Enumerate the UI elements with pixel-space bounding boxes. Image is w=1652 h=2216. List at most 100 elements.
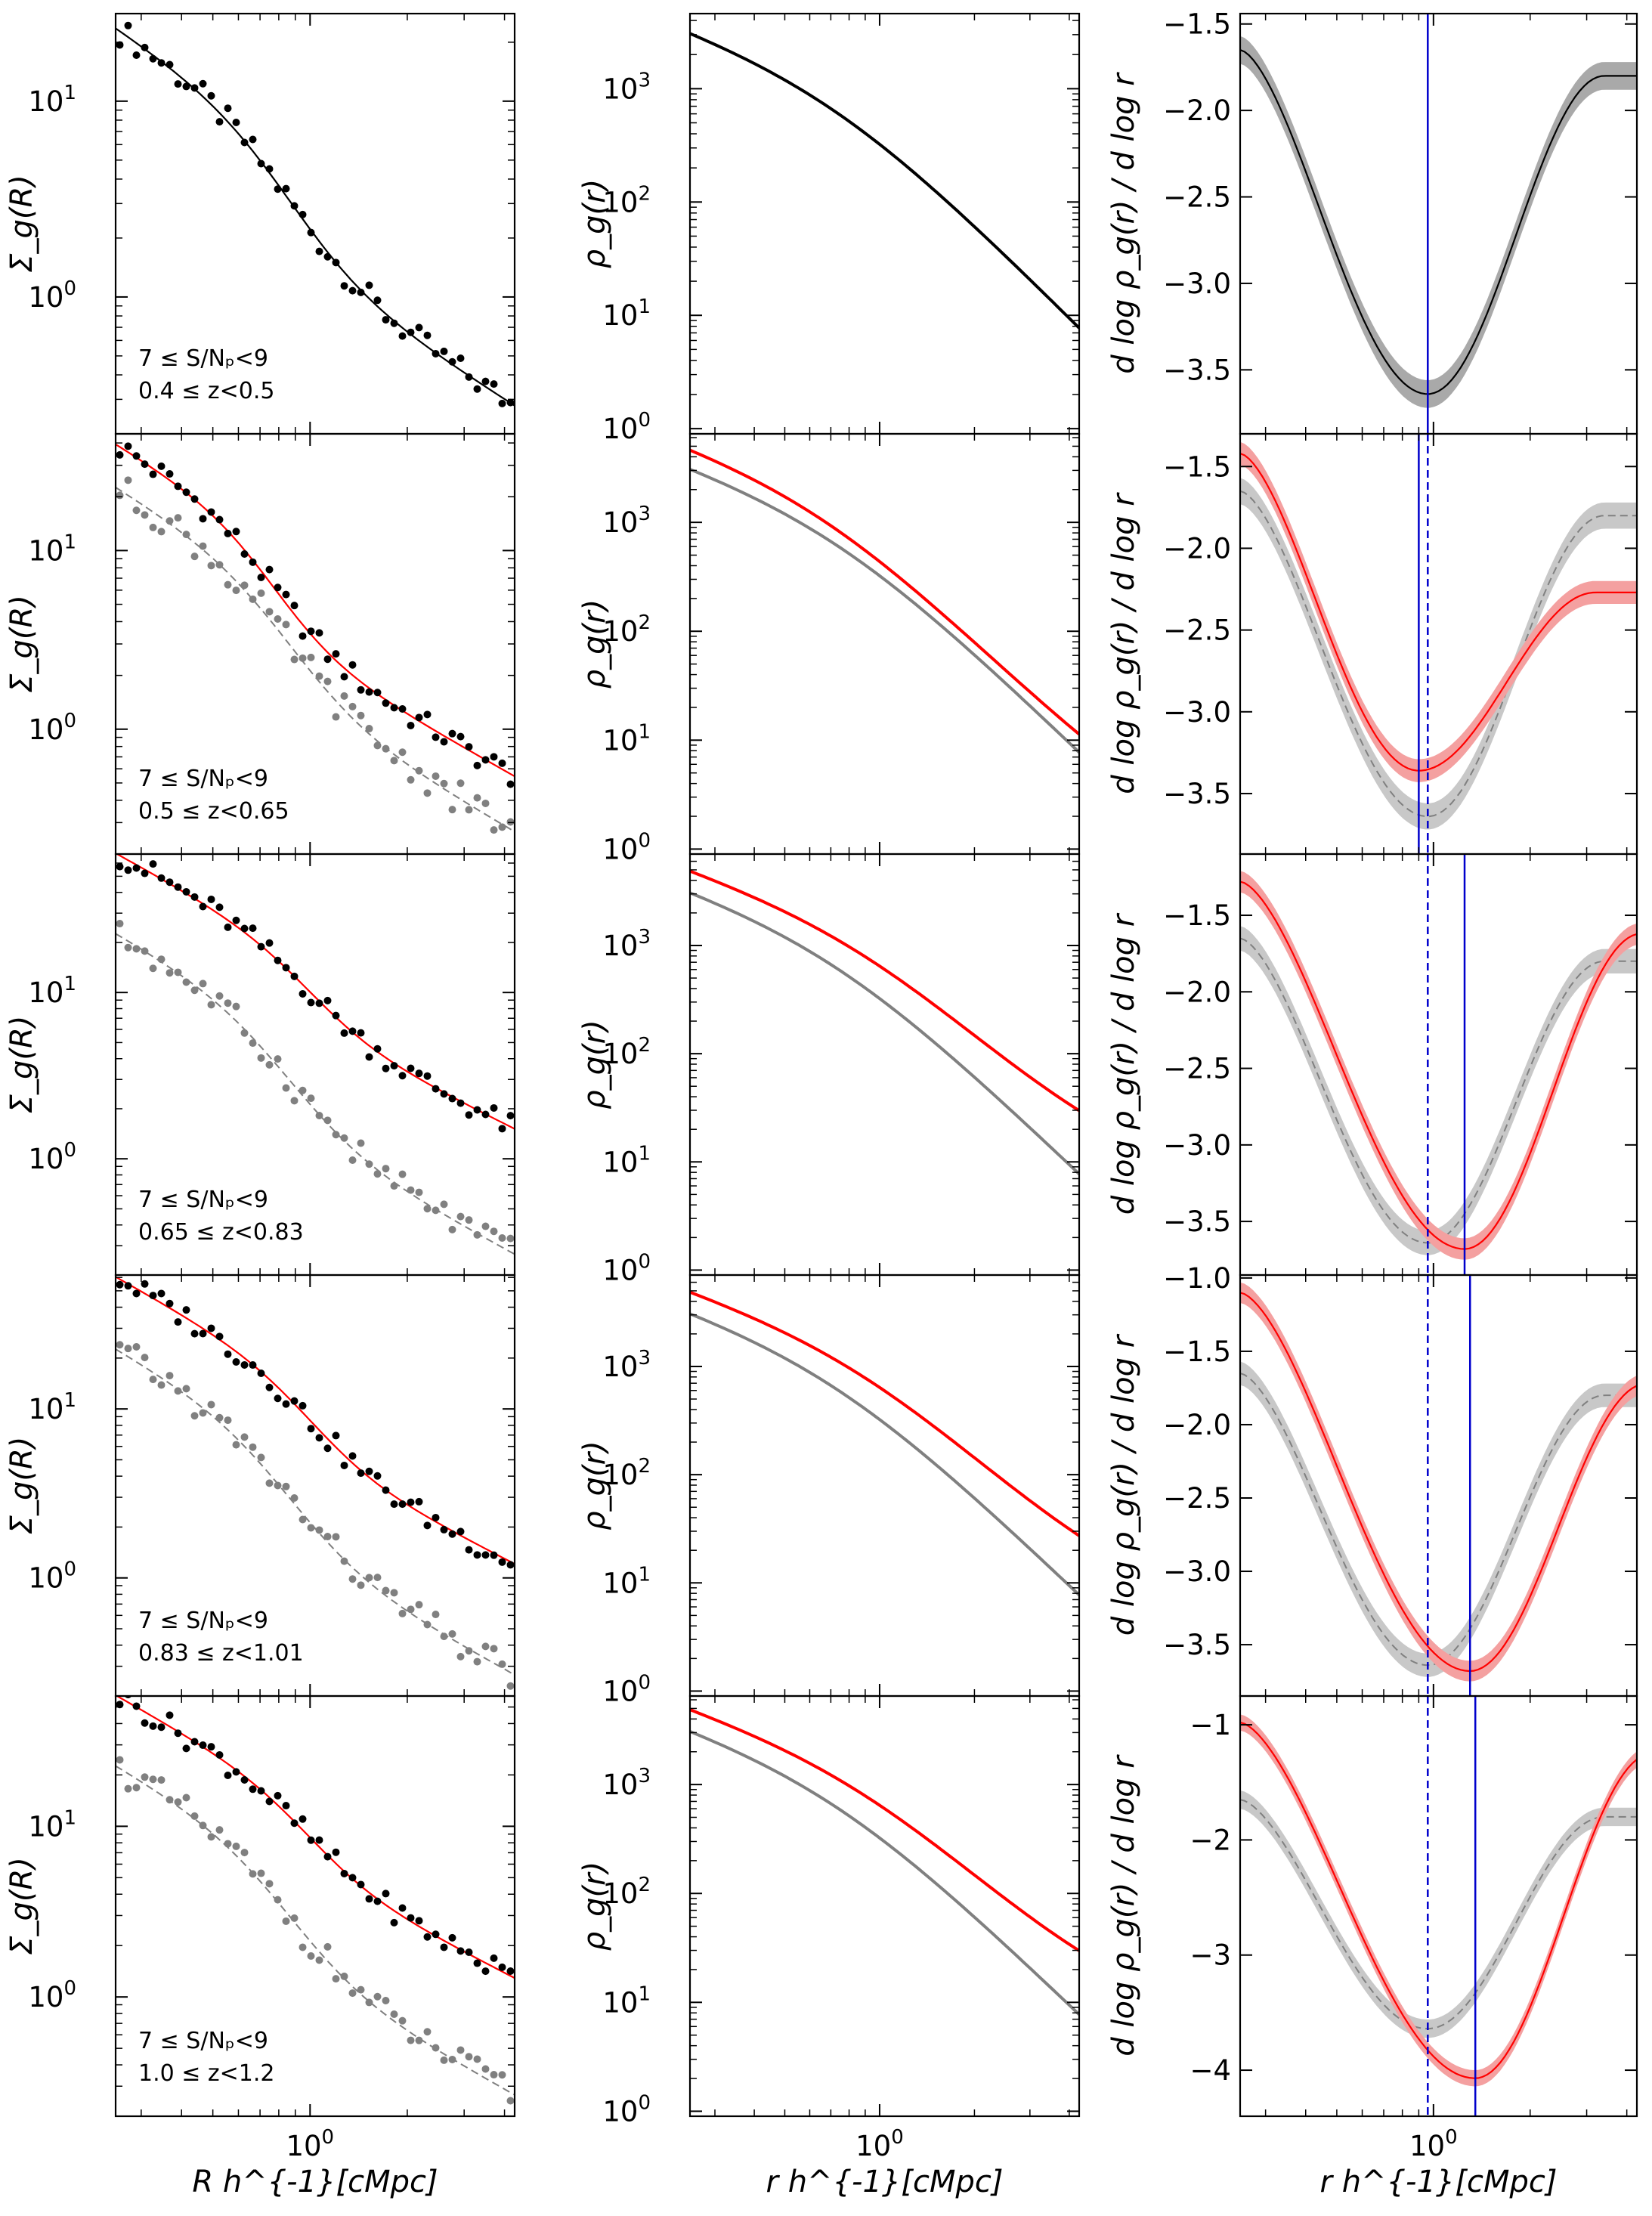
sigma-data-point [299,1401,307,1410]
sigma-data-point [207,1743,215,1751]
sigma-fit-line [116,1276,515,1565]
y-tick-label: −3 [1190,1939,1231,1972]
sigma-data-point [207,508,215,516]
sigma-data-point [415,1069,423,1078]
reference-data-point [132,945,141,953]
reference-data-point [407,1186,415,1194]
sigma-data-point [265,939,274,947]
sigma-data-point [166,60,174,69]
sigma-data-point [149,1722,157,1730]
sigma-data-point [224,923,232,931]
sigma-data-point [498,1125,506,1133]
sigma-data-point [307,1836,315,1844]
reference-data-point [415,1188,423,1196]
sigma-data-point [382,1889,390,1898]
sigma-data-point [132,864,141,872]
slope-line [1240,1292,1637,1673]
sigma-data-point [465,1546,473,1554]
reference-data-point [224,1416,232,1425]
reference-data-point [498,823,506,831]
sigma-data-point [448,1530,456,1538]
sigma-data-point [274,583,282,592]
reference-data-point [407,775,415,784]
slope-panel-0: −3.5 −3.0 −2.5 −2.0 −1.5 d log ρ_g(r) / d log… [1106,8,1638,435]
reference-data-point [315,1526,323,1534]
x-tick-label: 100 [855,2126,904,2162]
sigma-data-point [332,650,340,658]
rho-line [690,448,1079,736]
sigma-data-point [407,1498,415,1506]
reference-slope-line [1240,1799,1637,2030]
sigma-data-point [465,1111,473,1119]
reference-data-point [249,1039,257,1048]
sigma-data-point [340,282,348,290]
rho-line [690,869,1079,1113]
reference-data-point [116,491,124,500]
sigma-data-point [182,488,190,497]
sigma-data-point [498,1558,506,1566]
sigma-data-point [182,887,190,896]
reference-data-point [166,969,174,977]
reference-fit-line [116,1765,515,2096]
sigma-data-point [448,1094,456,1103]
reference-data-point [432,1206,440,1215]
sigma-data-point [141,1280,149,1288]
sigma-data-point [116,1280,124,1289]
reference-data-point [357,711,365,720]
sigma-data-point [398,1904,407,1912]
sigma-data-point [440,1943,448,1951]
reference-data-point [257,589,265,597]
z-annotation: 0.83 ≤ z<1.01 [138,1640,304,1667]
sigma-data-point [124,21,132,29]
sigma-data-point [232,528,240,536]
sigma-data-point [415,323,423,332]
reference-data-point [274,1055,282,1063]
reference-data-point [423,1620,432,1629]
sigma-data-point [307,228,315,237]
sigma-data-point [257,1370,265,1378]
sigma-data-point [456,1527,465,1536]
reference-data-point [149,523,157,531]
x-axis-label-2: r h^{-1}[cMpc] [1320,2165,1558,2199]
sigma-data-point [174,1729,182,1738]
sigma-data-point [307,1425,315,1433]
sigma-data-point [432,733,440,741]
reference-data-point [274,1481,282,1490]
sigma-data-point [373,689,382,697]
slope-uncertainty-band [1240,1790,1637,2038]
reference-data-point [141,511,149,519]
sigma-data-point [232,118,240,126]
reference-data-point [141,1773,149,1781]
sigma-data-point [382,1064,390,1072]
reference-data-point [373,1170,382,1178]
sigma-data-point [506,1967,515,1976]
reference-data-point [398,1609,407,1617]
sigma-data-point [481,1967,490,1976]
reference-data-point [124,476,132,484]
reference-data-point [307,1952,315,1961]
y-tick-label: 103 [602,1347,651,1383]
y-tick-label: −2.5 [1163,614,1231,647]
slope-uncertainty-band [1240,926,1637,1255]
reference-data-point [274,614,282,623]
reference-data-point [190,1812,199,1820]
sigma-data-point [124,866,132,874]
reference-data-point [265,1060,274,1069]
sigma-data-point [215,1750,224,1759]
reference-data-point [240,1029,249,1037]
sigma-data-point [224,1350,232,1358]
sigma-data-point [157,59,166,67]
sigma-data-point [315,1434,323,1442]
sigma-data-point [340,1029,348,1037]
sigma-data-point [407,1914,415,1922]
reference-data-point [265,1880,274,1888]
reference-data-point [282,1917,290,1925]
slope-axes-frame [1239,853,1638,1277]
reference-data-point [473,1230,481,1239]
sigma-data-point [465,373,473,381]
sigma-data-point [490,1551,498,1559]
sigma-data-point [365,688,373,696]
reference-data-point [232,1842,240,1850]
slope-ylabel: d log ρ_g(r) / d log r [1106,1333,1141,1636]
